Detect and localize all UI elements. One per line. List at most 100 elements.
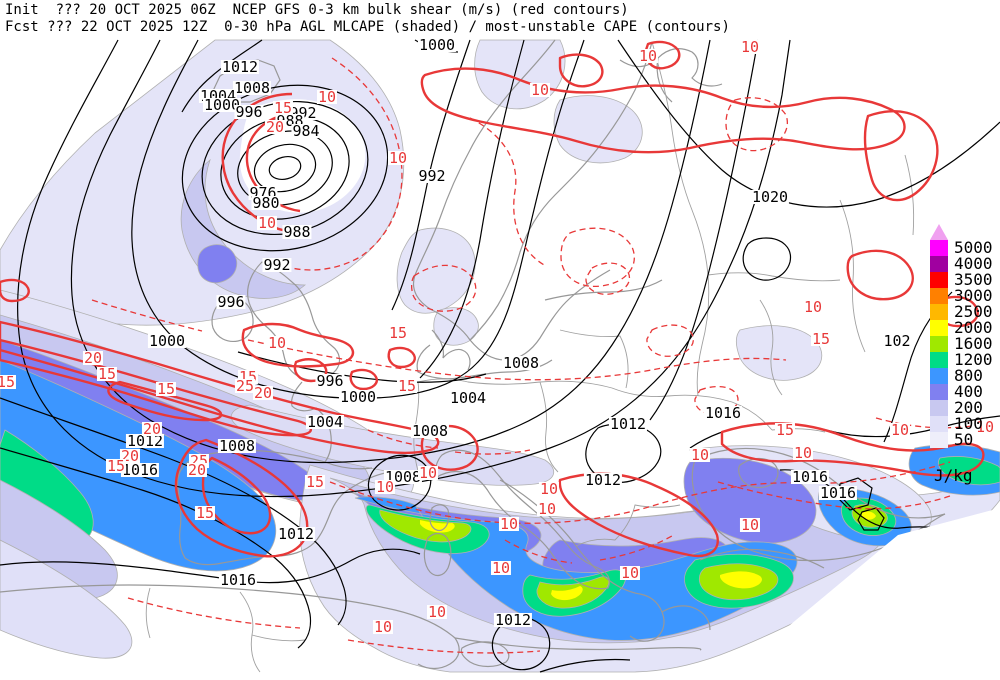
- shear-label: 10: [374, 478, 396, 496]
- pressure-label: 996: [315, 372, 345, 390]
- shear-label: 10: [372, 618, 394, 636]
- pressure-label: 1008: [410, 422, 450, 440]
- shear-label: 10: [417, 464, 439, 482]
- shear-label: 10: [689, 446, 711, 464]
- legend-value-label: 5000: [954, 238, 993, 257]
- pressure-label: 1012: [608, 415, 648, 433]
- legend-value-label: 100: [954, 414, 983, 433]
- shear-label: 20: [141, 420, 163, 438]
- shear-label: 10: [538, 480, 560, 498]
- pressure-label: 984: [291, 122, 321, 140]
- shear-label: 10: [637, 47, 659, 65]
- pressure-label: 980: [251, 194, 281, 212]
- pressure-label: 1016: [703, 404, 743, 422]
- pressure-label: 1000: [147, 332, 187, 350]
- legend-unit-label: J/kg: [934, 466, 973, 485]
- legend-swatch: [930, 336, 948, 352]
- pressure-label: 1020: [750, 188, 790, 206]
- legend-value-label: 1600: [954, 334, 993, 353]
- legend-swatch: [930, 368, 948, 384]
- legend-swatch: [930, 240, 948, 256]
- pressure-label: 1000: [417, 36, 457, 54]
- shear-label: 10: [490, 559, 512, 577]
- legend-value-label: 2000: [954, 318, 993, 337]
- pressure-label: 988: [282, 223, 312, 241]
- pressure-label: 1012: [220, 58, 260, 76]
- shear-label: 10: [498, 515, 520, 533]
- pressure-label: 1008: [217, 437, 257, 455]
- shear-label: 10: [529, 81, 551, 99]
- legend-value-label: 1200: [954, 350, 993, 369]
- shear-label: 15: [272, 99, 294, 117]
- legend-swatch: [930, 352, 948, 368]
- pressure-label: 1008: [232, 79, 272, 97]
- legend-swatch: [930, 432, 948, 448]
- legend-swatch: [930, 416, 948, 432]
- pressure-label: 1012: [583, 471, 623, 489]
- shear-label: 15: [105, 457, 127, 475]
- legend-value-label: 200: [954, 398, 983, 417]
- legend-value-label: 4000: [954, 254, 993, 273]
- pressure-label: 1000: [202, 96, 242, 114]
- pressure-label: 996: [216, 293, 246, 311]
- legend-swatch: [930, 272, 948, 288]
- pressure-label: 1016: [218, 571, 258, 589]
- shear-label: 10: [739, 38, 761, 56]
- legend-swatch: [930, 288, 948, 304]
- shear-label: 20: [252, 384, 274, 402]
- pressure-label: 1016: [120, 461, 160, 479]
- shear-label: 15: [396, 377, 418, 395]
- pressure-label: 1008: [501, 354, 541, 372]
- shear-label: 10: [739, 516, 761, 534]
- legend-value-label: 3000: [954, 286, 993, 305]
- shear-label: 10: [802, 298, 824, 316]
- shear-label: 20: [264, 118, 286, 136]
- pressure-label: 992: [262, 256, 292, 274]
- legend-swatch: [930, 256, 948, 272]
- legend-swatch: [930, 384, 948, 400]
- shear-label: 10: [266, 334, 288, 352]
- legend-swatch: [930, 320, 948, 336]
- pressure-label: 1012: [493, 611, 533, 629]
- shear-label: 15: [387, 324, 409, 342]
- legend-arrow-icon: [930, 224, 948, 240]
- shear-label: 15: [810, 330, 832, 348]
- shear-label: 15: [96, 365, 118, 383]
- shear-label: 15: [194, 504, 216, 522]
- legend-value-label: 50: [954, 430, 974, 449]
- pressure-label: 992: [417, 167, 447, 185]
- shear-label: 15: [304, 473, 326, 491]
- pressure-label: 1016: [818, 484, 858, 502]
- shear-contours-dashed: [91, 57, 973, 654]
- legend-value-label: 3500: [954, 270, 993, 289]
- shear-label: 10: [256, 214, 278, 232]
- map-title-init: Init ??? 20 OCT 2025 06Z NCEP GFS 0-3 km…: [5, 2, 629, 18]
- pressure-label: 1012: [125, 432, 165, 450]
- legend-swatch: [930, 400, 948, 416]
- pressure-label: 1012: [276, 525, 316, 543]
- shear-label: 10: [974, 418, 996, 436]
- map-domain-cut: [712, 508, 1000, 680]
- map-title-fcst: Fcst ??? 22 OCT 2025 12Z 0-30 hPa AGL ML…: [5, 19, 730, 35]
- legend-value-label: 400: [954, 382, 983, 401]
- shear-label: 20: [186, 461, 208, 479]
- shear-label: 15: [774, 421, 796, 439]
- pressure-label: 996: [234, 103, 264, 121]
- shear-label: 15: [0, 375, 17, 390]
- pressure-label: 1000: [338, 388, 378, 406]
- legend-value-label: 800: [954, 366, 983, 385]
- shear-label: 25: [234, 377, 256, 395]
- shear-label: 20: [82, 349, 104, 367]
- pressure-label: 1004: [305, 413, 345, 431]
- cape-shading: [0, 39, 1000, 673]
- legend-value-label: 2500: [954, 302, 993, 321]
- shear-label: 10: [536, 500, 558, 518]
- shear-label: 10: [387, 149, 409, 167]
- legend-swatch: [930, 304, 948, 320]
- shear-label: 10: [426, 603, 448, 621]
- pressure-label: 1016: [790, 468, 830, 486]
- shear-label: 10: [889, 421, 911, 439]
- pressure-label: 102: [882, 332, 912, 350]
